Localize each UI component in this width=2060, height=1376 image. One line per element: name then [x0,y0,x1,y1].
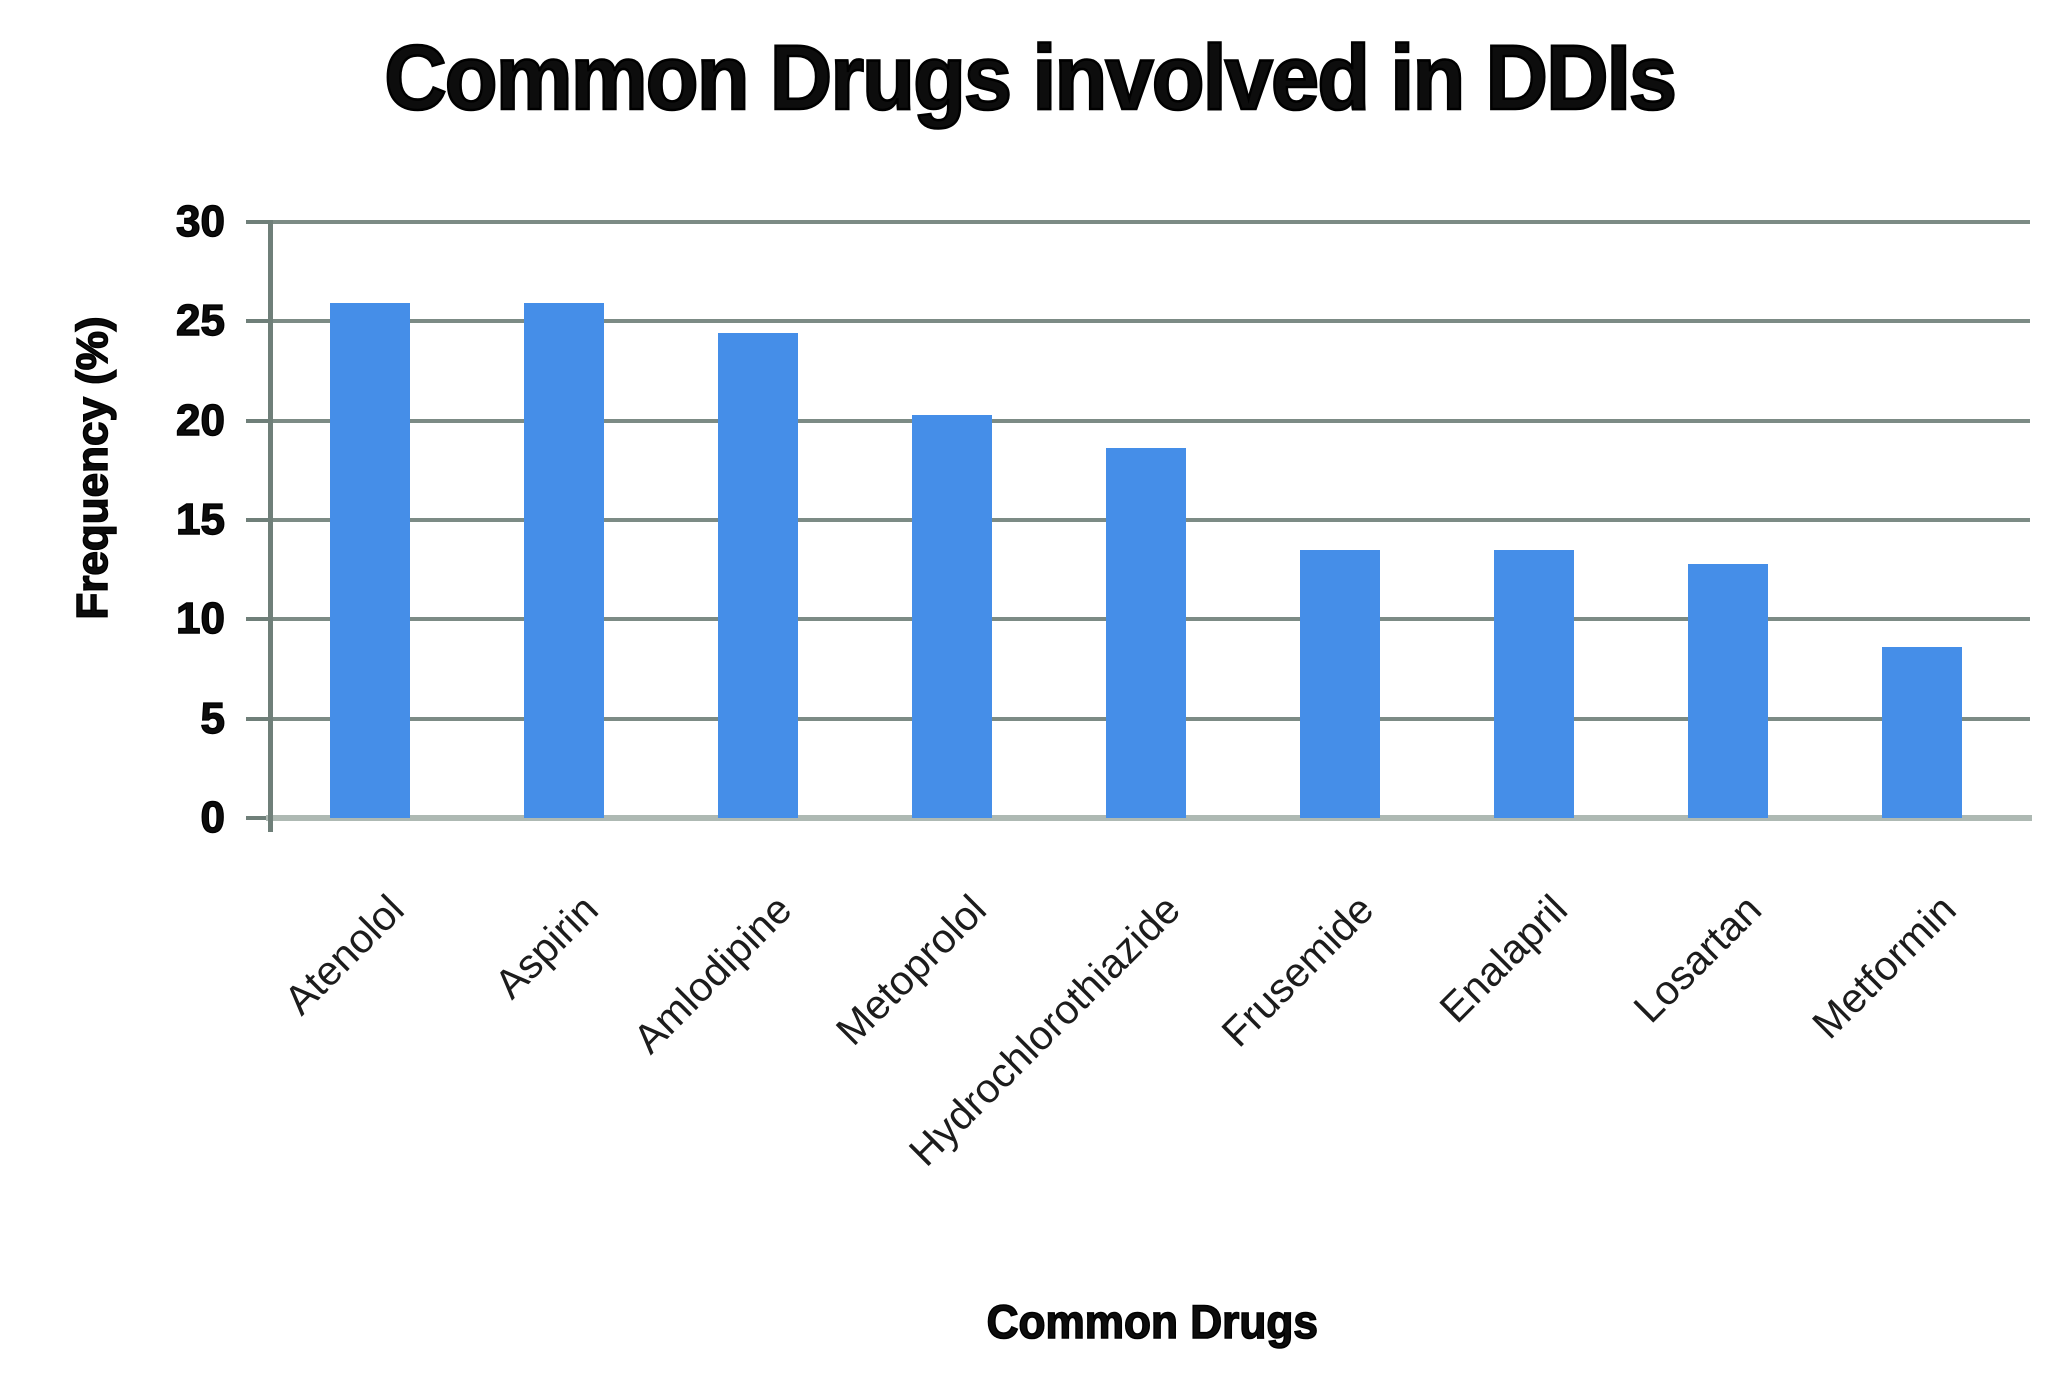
chart-title-wrap: Common Drugs involved in DDIs [0,26,2060,131]
y-tick-label: 15 [175,494,225,544]
y-axis-line [268,220,273,832]
bar-losartan [1688,563,1768,818]
y-axis-tick [246,816,268,820]
bar-hydrochlorothiazide [1106,448,1186,818]
y-axis-tick [246,518,268,522]
chart-title: Common Drugs involved in DDIs [383,26,1678,131]
bar-metoprolol [912,414,992,818]
bar-metformin [1882,647,1962,818]
y-axis-tick [246,319,268,324]
y-tick-label: 0 [200,792,226,842]
bar-amlodipine [718,333,798,818]
bar-atenolol [330,303,410,818]
x-category-label: Amlodipine [624,886,801,1062]
gridline [270,319,2030,324]
x-category-label: Aspirin [485,886,607,1008]
bar-frusemide [1300,549,1380,818]
y-axis-tick [246,418,268,423]
y-tick-label: 25 [175,296,225,346]
x-category-label: Atenolol [275,886,413,1024]
x-category-label: Losartan [1625,886,1771,1032]
y-tick-label: 30 [175,196,225,246]
x-category-label: Metformin [1803,886,1965,1048]
gridline [270,220,2030,224]
bar-aspirin [524,303,604,818]
x-category-label: Metoprolol [826,886,995,1054]
y-tick-label: 10 [175,594,225,644]
x-axis-line [266,815,2032,821]
x-axis-title: Common Drugs [986,1294,1319,1349]
y-axis-tick [246,220,268,224]
x-category-label: Frusemide [1213,886,1383,1056]
plot-area [246,220,2032,832]
y-axis-tick [246,716,268,721]
gridline [270,418,2030,423]
bar-enalapril [1494,549,1574,818]
y-tick-label: 5 [200,693,226,743]
x-category-label: Enalapril [1431,886,1577,1032]
y-axis-tick [246,617,268,622]
y-tick-label: 20 [175,395,225,445]
x-axis-title-wrap: Common Drugs [752,1294,1552,1349]
